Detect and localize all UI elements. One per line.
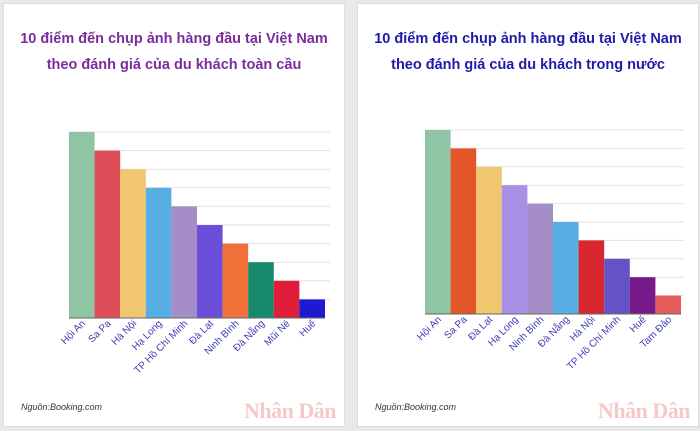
x-tick-label: Hội An xyxy=(59,318,88,347)
x-tick-label: Mũi Né xyxy=(263,318,293,348)
source-note: Nguồn:Booking.com xyxy=(21,402,103,412)
bar xyxy=(69,132,95,318)
x-tick-label: Hội An xyxy=(415,314,444,343)
bar xyxy=(299,299,325,318)
bar xyxy=(450,148,477,314)
bar xyxy=(604,258,630,314)
bar xyxy=(425,130,451,314)
bar xyxy=(222,243,249,318)
bar xyxy=(527,203,553,314)
chart-panel-domestic: 10 điểm đến chụp ảnh hàng đầu tại Việt N… xyxy=(357,3,699,427)
bar xyxy=(171,206,197,318)
chart-title: 10 điểm đến chụp ảnh hàng đầu tại Việt N… xyxy=(358,26,698,78)
chart-panel-global: 10 điểm đến chụp ảnh hàng đầu tại Việt N… xyxy=(3,3,345,427)
bar xyxy=(655,295,681,314)
x-tick-label: Huế xyxy=(297,317,319,339)
chart-title-line-2: theo đánh giá của du khách toàn cầu xyxy=(46,57,302,73)
bar xyxy=(145,187,172,318)
source-note: Nguồn:Booking.com xyxy=(375,402,457,412)
chart-title-line-1: 10 điểm đến chụp ảnh hàng đầu tại Việt N… xyxy=(20,31,328,47)
x-tick-label: Sa Pa xyxy=(442,314,469,341)
nhan-dan-logo: Nhân Dân xyxy=(244,398,336,423)
bar xyxy=(94,150,121,318)
chart-title: 10 điểm đến chụp ảnh hàng đầu tại Việt N… xyxy=(4,26,344,78)
bar xyxy=(578,240,605,314)
bar xyxy=(501,185,528,314)
bar xyxy=(248,262,274,318)
bar xyxy=(120,169,146,318)
bar xyxy=(197,225,223,318)
bar xyxy=(273,280,300,318)
bar xyxy=(629,277,656,314)
bar xyxy=(553,222,579,314)
bar xyxy=(476,166,502,314)
chart-title-line-2: theo đánh giá của du khách trong nước xyxy=(391,57,665,73)
x-tick-label: Huế xyxy=(627,313,649,335)
chart-title-line-1: 10 điểm đến chụp ảnh hàng đầu tại Việt N… xyxy=(374,31,682,47)
nhan-dan-logo: Nhân Dân xyxy=(598,398,690,423)
